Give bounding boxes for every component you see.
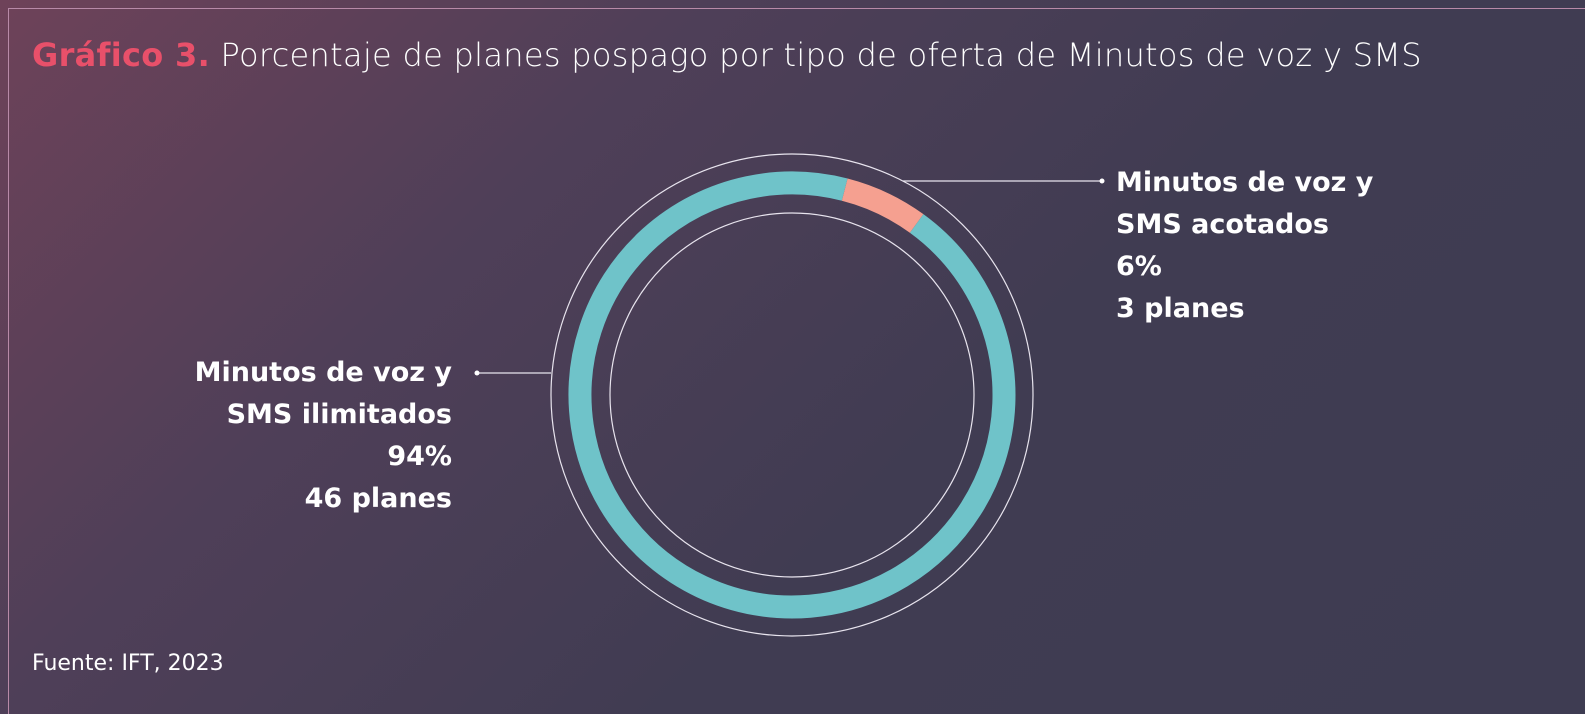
donut-slice [841, 178, 924, 233]
leader-dot [474, 370, 480, 376]
donut-slice [568, 171, 1016, 619]
chart-title: Porcentaje de planes pospago por tipo de… [220, 36, 1422, 74]
value-label: 94% [387, 441, 452, 472]
slice-label: Minutos de voz y SMS acotados 6% 3 plane… [1116, 162, 1406, 330]
value-label: 6% [1116, 251, 1162, 282]
plan-label: 3 planes [1116, 293, 1245, 324]
frame [8, 8, 1585, 714]
title: Gráfico 3. Porcentaje de planes pospago … [32, 36, 1422, 74]
plan-label: 46 planes [304, 483, 452, 514]
outer-ring [550, 153, 1034, 637]
title-prefix: Gráfico 3. [32, 36, 211, 74]
slice-label: Minutos de voz y SMS ilimitados 94% 46 p… [162, 352, 452, 520]
source: Fuente: IFT, 2023 [32, 651, 224, 676]
category-label: Minutos de voz y SMS acotados [1116, 167, 1374, 240]
inner-ring [609, 212, 975, 578]
leader-dot [1099, 178, 1105, 184]
category-label: Minutos de voz y SMS ilimitados [194, 357, 452, 430]
